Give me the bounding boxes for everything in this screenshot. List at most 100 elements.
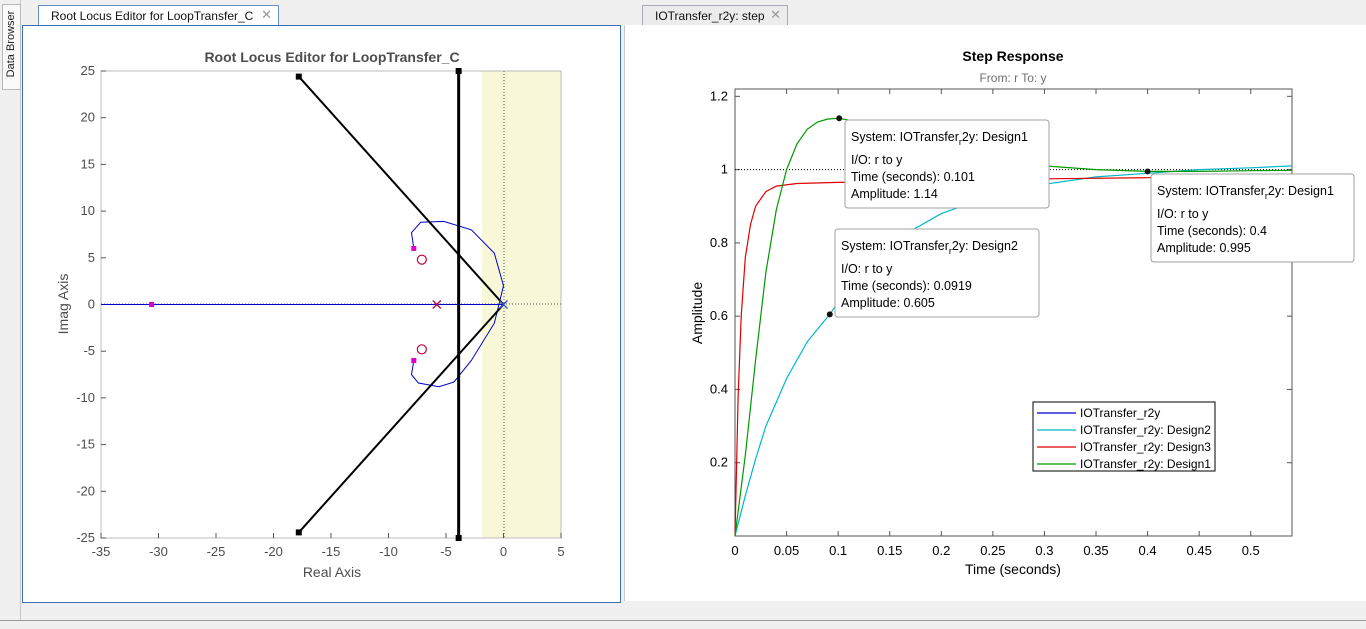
datatip-time: Time (seconds): 0.101 <box>851 170 975 184</box>
closed-loop-pole[interactable] <box>411 358 417 364</box>
datatip-time: Time (seconds): 0.0919 <box>841 279 972 293</box>
locus-branch-lower-arc <box>410 360 455 388</box>
right-tabbar: IOTransfer_r2y: step ✕ <box>626 2 1366 26</box>
x-tick-label: 0 <box>500 544 507 559</box>
x-tick-label: 0.4 <box>1139 543 1157 558</box>
datatip-system: System: IOTransferr2y: Design2 <box>841 239 1018 256</box>
x-tick-label: -20 <box>264 544 283 559</box>
data-browser-label: Data Browser <box>5 10 17 78</box>
datatip[interactable]: System: IOTransferr2y: Design2 I/O: r to … <box>826 228 1040 318</box>
datatip-box <box>1150 173 1355 263</box>
tab-step-response[interactable]: IOTransfer_r2y: step ✕ <box>642 5 788 25</box>
legend-label: IOTransfer_r2y: Design2 <box>1080 423 1211 437</box>
datatip-time: Time (seconds): 0.4 <box>1157 224 1267 238</box>
close-icon[interactable]: ✕ <box>770 7 781 22</box>
y-tick-label: 0.6 <box>710 308 728 323</box>
step-legend[interactable]: IOTransfer_r2y IOTransfer_r2y: Design2 IOT… <box>1032 401 1216 472</box>
constraint-handle[interactable] <box>455 535 462 541</box>
closed-loop-pole[interactable] <box>149 302 155 307</box>
tab-label: IOTransfer_r2y: step <box>655 9 765 23</box>
datatip-marker[interactable] <box>826 311 833 318</box>
datatip-io: I/O: r to y <box>1157 207 1209 221</box>
close-icon[interactable]: ✕ <box>261 7 272 22</box>
datatip-system: System: IOTransferr2y: Design1 <box>1157 184 1334 201</box>
damping-constraint-line[interactable] <box>298 75 505 306</box>
constraint-handle[interactable] <box>295 73 302 80</box>
datatip-io: I/O: r to y <box>851 153 903 167</box>
x-tick-label: 0.35 <box>1083 543 1108 558</box>
x-tick-label: 0.5 <box>1242 543 1260 558</box>
design-constraints <box>295 68 505 541</box>
y-tick-label: 20 <box>81 110 95 125</box>
datatip-amp: Amplitude: 0.995 <box>1157 241 1251 255</box>
left-tabbar: Root Locus Editor for LoopTransfer_C ✕ <box>22 2 622 26</box>
damping-constraint-line[interactable] <box>298 303 505 534</box>
x-tick-label: 0.3 <box>1035 543 1053 558</box>
x-tick-label: -30 <box>149 544 168 559</box>
root-locus-branches <box>101 220 505 388</box>
tab-label: Root Locus Editor for LoopTransfer_C <box>51 9 254 23</box>
root-locus-panel: Root Locus Editor for LoopTransfer_C -35… <box>22 25 621 603</box>
y-tick-label: 0 <box>88 297 95 312</box>
y-tick-label: 0.2 <box>710 455 728 470</box>
open-loop-zero[interactable] <box>416 344 427 355</box>
x-tick-label: 5 <box>557 544 564 559</box>
x-tick-label: -10 <box>379 544 398 559</box>
tab-root-locus-editor[interactable]: Root Locus Editor for LoopTransfer_C ✕ <box>38 5 279 25</box>
step-title: Step Response <box>962 48 1063 64</box>
x-tick-label: 0.25 <box>980 543 1005 558</box>
legend-label: IOTransfer_r2y <box>1080 406 1160 420</box>
open-loop-pole[interactable] <box>499 300 508 309</box>
x-tick-label: 0.45 <box>1187 543 1212 558</box>
x-tick-label: -35 <box>92 544 111 559</box>
root-locus-plot[interactable]: Root Locus Editor for LoopTransfer_C -35… <box>23 26 620 602</box>
legend-label: IOTransfer_r2y: Design3 <box>1080 440 1211 454</box>
open-loop-zero[interactable] <box>416 254 427 265</box>
status-bar <box>0 620 1366 629</box>
datatip-box <box>844 119 1050 209</box>
y-tick-label: -5 <box>83 343 95 358</box>
y-tick-label: -10 <box>76 390 95 405</box>
datatip-marker[interactable] <box>1144 168 1151 175</box>
imag-axis-label: Imag Axis <box>55 274 71 335</box>
root-locus-title: Root Locus Editor for LoopTransfer_C <box>204 49 459 65</box>
data-browser-tab[interactable]: Data Browser <box>2 4 21 90</box>
left-sidebar: Data Browser <box>0 0 21 628</box>
datatip[interactable]: System: IOTransferr2y: Design1 I/O: r to … <box>1144 168 1355 263</box>
y-tick-label: 0.4 <box>710 381 728 396</box>
step-response-panel: Step Response From: r To: y 0 0.05 0.1 0.15… <box>624 25 1366 601</box>
step-response-plot[interactable]: Step Response From: r To: y 0 0.05 0.1 0.15… <box>625 25 1366 601</box>
real-axis-label: Real Axis <box>303 564 361 580</box>
datatip[interactable]: System: IOTransferr2y: Design1 I/O: r to … <box>836 115 1050 209</box>
y-tick-label: 15 <box>81 156 95 171</box>
root-locus-markers <box>149 245 508 364</box>
x-tick-label: 0.2 <box>932 543 950 558</box>
root-locus-ticks: -35 -30 -25 -20 -15 -10 -5 0 5 25 20 15 10 5 0 -5 -10 -15… <box>76 63 564 559</box>
y-tick-label: 10 <box>81 203 95 218</box>
datatip-box <box>834 228 1040 318</box>
locus-branch-upper-arc <box>410 220 505 383</box>
step-xlabel: Time (seconds) <box>965 561 1061 577</box>
x-tick-label: 0.05 <box>774 543 799 558</box>
y-tick-label: -15 <box>76 437 95 452</box>
step-subtitle: From: r To: y <box>979 71 1046 85</box>
y-tick-label: -20 <box>76 483 95 498</box>
x-tick-label: -5 <box>440 544 452 559</box>
datatip-amp: Amplitude: 1.14 <box>851 187 938 201</box>
x-tick-label: -15 <box>322 544 341 559</box>
y-tick-label: 25 <box>81 63 95 78</box>
constraint-handle[interactable] <box>295 529 302 536</box>
x-tick-label: 0.15 <box>877 543 902 558</box>
datatip-io: I/O: r to y <box>841 262 893 276</box>
closed-loop-pole[interactable] <box>411 245 417 251</box>
y-tick-label: 1 <box>721 162 728 177</box>
step-ylabel: Amplitude <box>689 282 705 344</box>
x-tick-label: 0 <box>731 543 738 558</box>
constraint-handle[interactable] <box>455 68 462 74</box>
legend-box <box>1032 401 1216 472</box>
legend-label: IOTransfer_r2y: Design1 <box>1080 457 1211 471</box>
x-tick-label: -25 <box>207 544 226 559</box>
y-tick-label: -25 <box>76 530 95 545</box>
datatip-marker[interactable] <box>836 115 843 122</box>
open-loop-pole[interactable] <box>432 300 442 309</box>
